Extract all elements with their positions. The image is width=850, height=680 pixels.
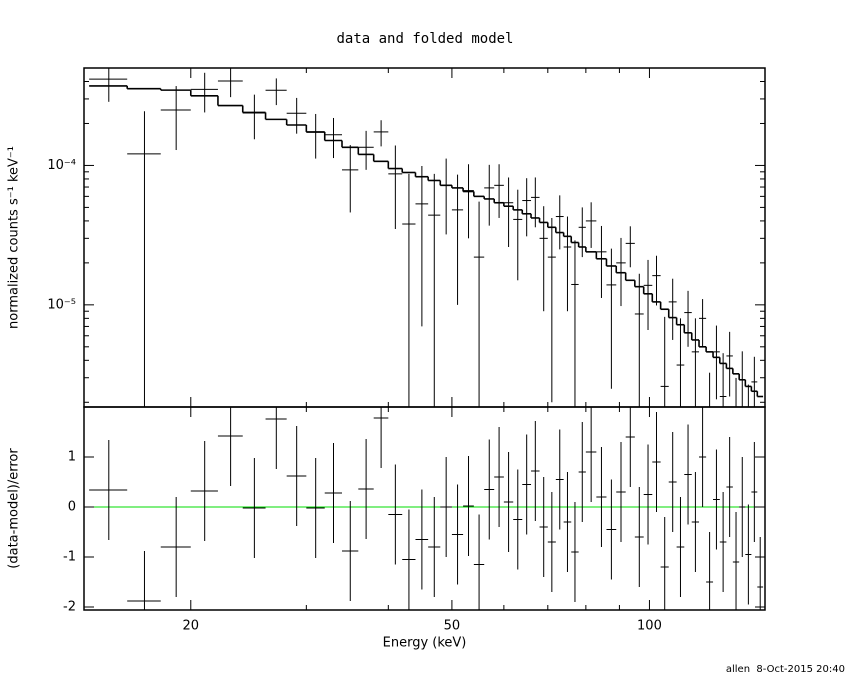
plot-area bbox=[84, 407, 765, 610]
panel: 20 50 100 -2 -1 0 1 (data-model)/error Energy (k… bbox=[7, 406, 766, 651]
panel: 10⁻⁴ 10⁻⁵ normalized counts s⁻¹ keV⁻¹ bbox=[7, 67, 766, 408]
chart-title: data and folded model bbox=[336, 31, 513, 47]
y-tick-label: 10⁻⁴ bbox=[47, 158, 76, 173]
y-tick-label: 10⁻⁵ bbox=[47, 297, 76, 312]
y-tick-label: 1 bbox=[68, 450, 76, 465]
x-tick-label: 20 bbox=[183, 619, 200, 634]
y-tick-label: -1 bbox=[63, 550, 76, 565]
axes-frame bbox=[83, 406, 766, 611]
plot-area bbox=[89, 68, 764, 407]
footer: allen 8-Oct-2015 20:40 bbox=[726, 664, 845, 675]
y-axis-label: (data-model)/error bbox=[7, 448, 22, 569]
y-tick-label: -2 bbox=[63, 600, 76, 615]
y-axis-label: normalized counts s⁻¹ keV⁻¹ bbox=[7, 146, 22, 329]
x-axis-label: Energy (keV) bbox=[383, 636, 467, 651]
y-tick-label: 0 bbox=[68, 500, 76, 515]
x-tick-label: 100 bbox=[637, 619, 662, 634]
axes-frame bbox=[83, 67, 766, 408]
x-tick-label: 50 bbox=[444, 619, 461, 634]
